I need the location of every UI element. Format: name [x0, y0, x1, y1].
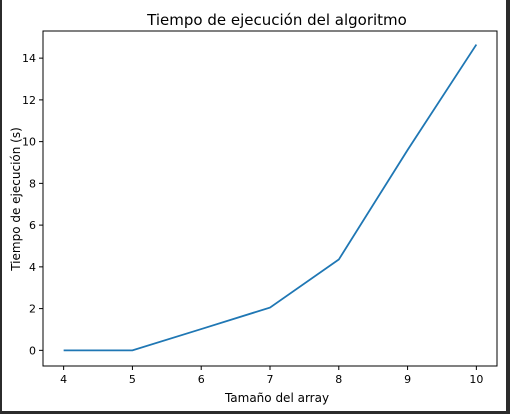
y-tick-label: 8	[29, 177, 36, 190]
x-tick-label: 4	[60, 373, 67, 386]
y-axis-label: Tiempo de ejecución (s)	[9, 127, 23, 272]
x-tick-label: 10	[469, 373, 483, 386]
x-tick-label: 5	[129, 373, 136, 386]
y-tick-label: 14	[22, 52, 36, 65]
x-tick-label: 7	[267, 373, 274, 386]
y-tick-label: 12	[22, 94, 36, 107]
chart-title: Tiempo de ejecución del algoritmo	[146, 11, 407, 29]
y-tick-label: 0	[29, 344, 36, 357]
x-tick-label: 9	[404, 373, 411, 386]
x-axis-label: Tamaño del array	[224, 391, 329, 405]
series-line	[63, 44, 478, 352]
y-tick-label: 10	[22, 136, 36, 149]
y-tick-label: 6	[29, 219, 36, 232]
y-axis-ticks: 0 2 4 6 8 10 12 14	[22, 52, 43, 357]
y-tick-label: 4	[29, 261, 36, 274]
x-tick-label: 6	[198, 373, 205, 386]
x-tick-label: 8	[335, 373, 342, 386]
y-tick-label: 2	[29, 303, 36, 316]
plot-frame	[42, 30, 498, 367]
x-axis-ticks: 4 5 6 7 8 9 10	[60, 366, 483, 386]
